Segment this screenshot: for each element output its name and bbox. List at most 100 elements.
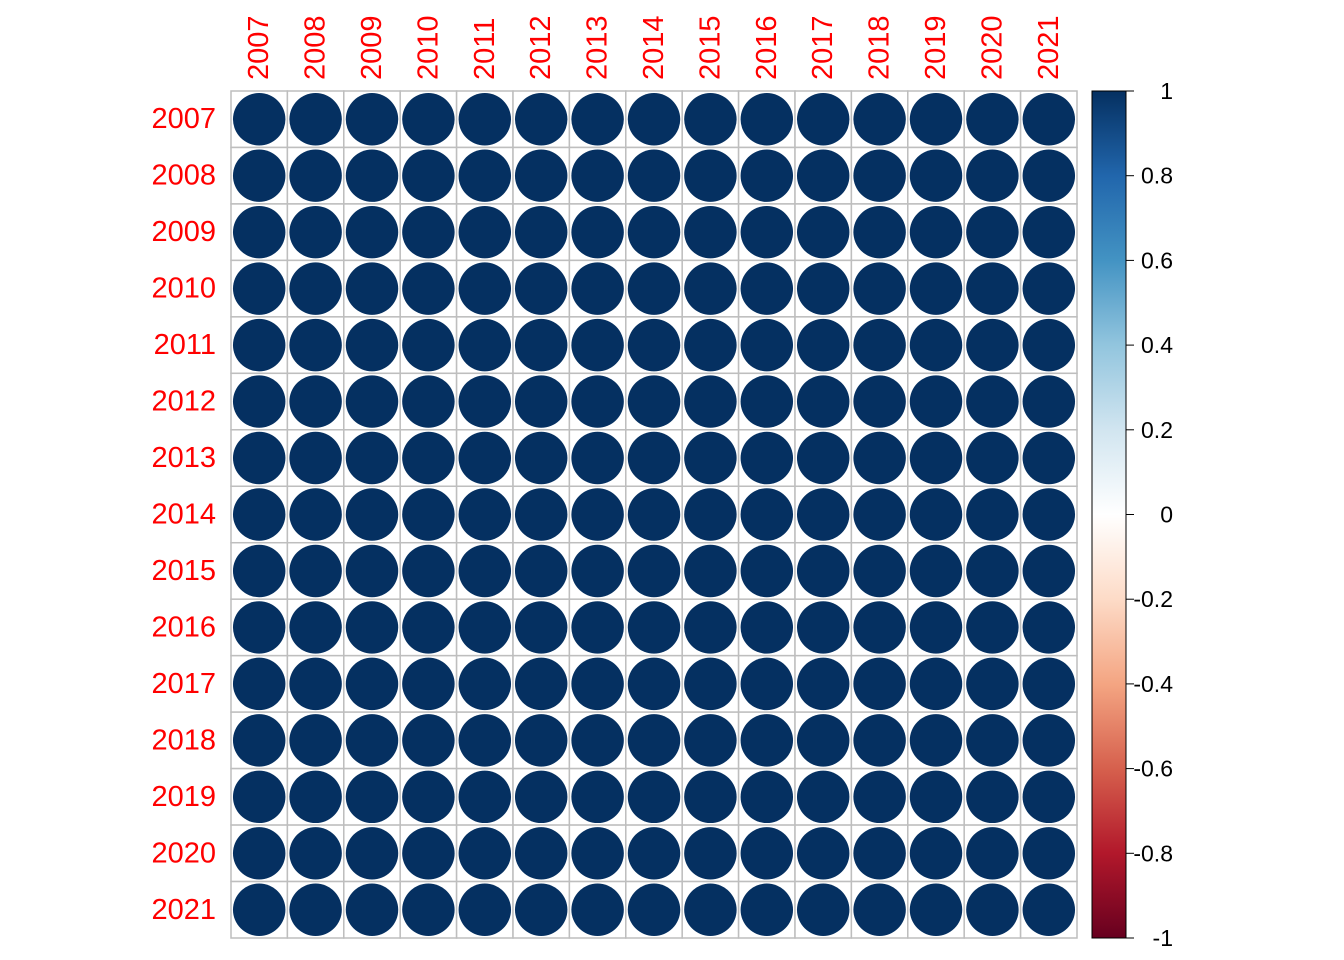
correlation-circle-2017-2016 xyxy=(740,657,794,711)
correlation-circle-2018-2020 xyxy=(966,714,1019,767)
correlation-circle-2014-2016 xyxy=(740,488,794,541)
correlation-circle-2013-2015 xyxy=(684,431,737,485)
correlation-circle-2016-2013 xyxy=(571,601,624,654)
correlation-circle-2007-2012 xyxy=(514,93,568,146)
correlation-circle-2015-2015 xyxy=(684,544,737,598)
correlation-circle-2016-2010 xyxy=(402,601,455,654)
correlation-circle-2020-2013 xyxy=(571,827,624,880)
correlation-circle-2008-2021 xyxy=(1022,149,1076,202)
correlation-circle-2016-2014 xyxy=(627,601,681,654)
correlation-circle-2016-2017 xyxy=(796,601,850,654)
correlation-circle-2012-2018 xyxy=(853,375,906,428)
color-legend-tick-label: -0.4 xyxy=(1133,671,1173,697)
correlation-circle-2008-2010 xyxy=(402,149,455,202)
correlation-circle-2010-2015 xyxy=(684,262,737,315)
correlation-circle-2016-2019 xyxy=(909,601,963,654)
correlation-circle-2016-2009 xyxy=(345,601,399,654)
correlation-circle-2013-2019 xyxy=(909,431,963,485)
correlation-circle-2019-2017 xyxy=(796,770,850,824)
correlation-circle-2021-2007 xyxy=(232,883,286,936)
correlation-circle-2019-2007 xyxy=(232,770,286,824)
color-legend-tick-label: 0 xyxy=(1160,502,1173,528)
column-label-2009: 2009 xyxy=(356,15,388,80)
column-label-2019: 2019 xyxy=(920,15,952,80)
correlation-circle-2014-2018 xyxy=(853,488,906,541)
row-label-2011: 2011 xyxy=(154,329,216,361)
row-label-2009: 2009 xyxy=(151,216,216,248)
column-label-2015: 2015 xyxy=(694,15,726,80)
correlation-circle-2011-2008 xyxy=(289,318,342,372)
row-labels: 2007 2008 2009 2010 2011 2012 2013 2014 2015 2016… xyxy=(151,103,216,926)
correlation-circle-2017-2018 xyxy=(853,657,906,711)
circle-layer xyxy=(232,93,1076,936)
color-legend-tick-label: 0.2 xyxy=(1141,417,1173,443)
correlation-circle-2020-2008 xyxy=(289,827,342,880)
correlation-circle-2020-2021 xyxy=(1022,827,1076,880)
correlation-circle-2017-2012 xyxy=(514,657,568,711)
correlation-circle-2011-2015 xyxy=(684,318,737,372)
correlation-circle-2016-2021 xyxy=(1022,601,1076,654)
row-label-2008: 2008 xyxy=(151,160,216,192)
correlation-circle-2014-2013 xyxy=(571,488,624,541)
correlation-circle-2012-2013 xyxy=(571,375,624,428)
correlation-circle-2018-2015 xyxy=(684,714,737,767)
correlation-circle-2014-2021 xyxy=(1022,488,1076,541)
correlation-circle-2019-2008 xyxy=(289,770,342,824)
correlation-circle-2010-2013 xyxy=(571,262,624,315)
correlation-circle-2014-2011 xyxy=(458,488,512,541)
correlation-circle-2017-2013 xyxy=(571,657,624,711)
correlation-circle-2017-2019 xyxy=(909,657,963,711)
correlation-circle-2015-2014 xyxy=(627,544,681,598)
correlation-circle-2008-2008 xyxy=(289,149,342,202)
correlation-circle-2007-2011 xyxy=(458,93,512,146)
correlation-circle-2017-2020 xyxy=(966,657,1019,711)
correlation-circle-2010-2019 xyxy=(909,262,963,315)
correlation-circle-2014-2010 xyxy=(402,488,455,541)
correlation-circle-2008-2015 xyxy=(684,149,737,202)
correlation-circle-2010-2014 xyxy=(627,262,681,315)
correlation-circle-2016-2008 xyxy=(289,601,342,654)
correlation-circle-2018-2018 xyxy=(853,714,906,767)
correlation-circle-2014-2009 xyxy=(345,488,399,541)
column-label-2012: 2012 xyxy=(525,15,557,80)
correlation-circle-2017-2008 xyxy=(289,657,342,711)
correlation-circle-2018-2007 xyxy=(232,714,286,767)
correlation-circle-2012-2021 xyxy=(1022,375,1076,428)
correlation-circle-2010-2018 xyxy=(853,262,906,315)
column-label-2008: 2008 xyxy=(300,15,332,80)
correlation-circle-2021-2011 xyxy=(458,883,512,936)
correlation-circle-2017-2009 xyxy=(345,657,399,711)
correlation-circle-2017-2017 xyxy=(796,657,850,711)
correlation-circle-2008-2016 xyxy=(740,149,794,202)
correlation-circle-2020-2010 xyxy=(402,827,455,880)
correlation-circle-2009-2020 xyxy=(966,205,1019,259)
correlation-circle-2018-2017 xyxy=(796,714,850,767)
correlation-circle-2010-2011 xyxy=(458,262,512,315)
correlation-circle-2019-2019 xyxy=(909,770,963,824)
color-legend-tick-label: 0.8 xyxy=(1141,163,1173,189)
color-legend-tick-label: 0.4 xyxy=(1141,332,1173,358)
correlation-circle-2012-2010 xyxy=(402,375,455,428)
correlation-circle-2009-2013 xyxy=(571,205,624,259)
correlation-circle-2021-2014 xyxy=(627,883,681,936)
correlation-circle-2021-2020 xyxy=(966,883,1019,936)
correlation-circle-2015-2013 xyxy=(571,544,624,598)
correlation-circle-2014-2020 xyxy=(966,488,1019,541)
correlation-circle-2010-2009 xyxy=(345,262,399,315)
correlation-circle-2011-2013 xyxy=(571,318,624,372)
correlation-circle-2015-2010 xyxy=(402,544,455,598)
correlation-circle-2007-2007 xyxy=(232,93,286,146)
column-label-2021: 2021 xyxy=(1033,15,1065,80)
correlation-circle-2018-2021 xyxy=(1022,714,1076,767)
correlation-circle-2018-2016 xyxy=(740,714,794,767)
color-legend-bar xyxy=(1091,90,1127,939)
correlation-circle-2009-2012 xyxy=(514,205,568,259)
color-legend: 1 0.8 0.6 0.4 0.2 0 -0.2 -0.4 -0.6 -0.8 -1 xyxy=(1091,78,1173,951)
correlation-circle-2013-2017 xyxy=(796,431,850,485)
correlation-circle-2017-2021 xyxy=(1022,657,1076,711)
correlation-circle-2011-2019 xyxy=(909,318,963,372)
correlation-circle-2012-2014 xyxy=(627,375,681,428)
correlation-circle-2020-2011 xyxy=(458,827,512,880)
